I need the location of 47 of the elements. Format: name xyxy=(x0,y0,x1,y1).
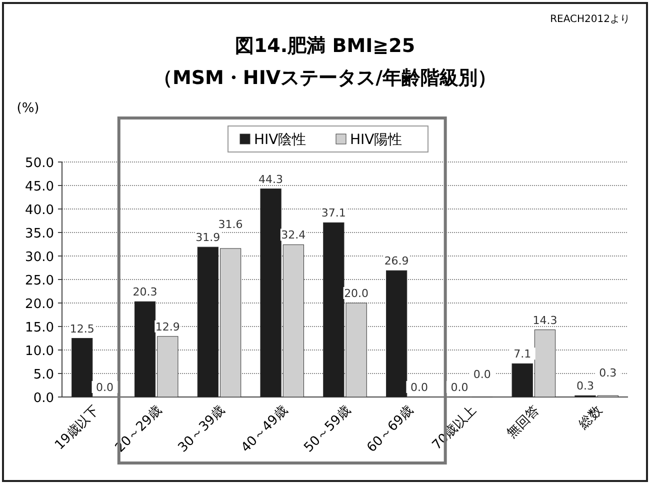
data-label: 0.0 xyxy=(410,381,428,394)
legend-label: HIV陽性 xyxy=(350,132,402,148)
data-label: 0.0 xyxy=(473,368,491,381)
data-label: 0.0 xyxy=(92,381,118,394)
data-label: 26.9 xyxy=(384,254,410,268)
data-label: 0.3 xyxy=(576,380,594,393)
y-tick-label: 30.0 xyxy=(25,250,54,265)
y-tick-label: 50.0 xyxy=(25,156,54,171)
y-tick-label: 40.0 xyxy=(25,203,54,218)
legend-label: HIV陰性 xyxy=(254,132,306,148)
data-label: 32.4 xyxy=(280,228,306,242)
data-label: 12.9 xyxy=(154,320,181,334)
data-label: 44.3 xyxy=(258,172,284,186)
x-tick-label: 40～49歳 xyxy=(238,403,291,456)
y-tick-label: 5.0 xyxy=(33,368,54,382)
x-tick-label: 総数 xyxy=(576,403,606,433)
data-label: 0.3 xyxy=(594,366,621,380)
data-label: 31.6 xyxy=(218,218,244,232)
data-label: 7.1 xyxy=(509,348,536,361)
y-tick-label: 20.0 xyxy=(25,297,54,312)
data-label: 7.1 xyxy=(514,348,532,361)
y-tick-label: 45.0 xyxy=(25,180,54,194)
chart-title: 図14.肥満 BMI≧25 xyxy=(234,35,416,57)
text: REACH2012より xyxy=(550,14,630,25)
data-label: 20.3 xyxy=(132,286,158,299)
y-tick-label: 0.0 xyxy=(33,391,54,406)
y-tick-label: 35.0 xyxy=(25,226,54,242)
data-label: 14.3 xyxy=(532,314,558,327)
y-axis-title: (%) xyxy=(16,101,40,116)
data-label: 0.3 xyxy=(572,380,598,393)
data-label: 12.5 xyxy=(69,322,96,336)
x-tick-label: 30～39歳 xyxy=(176,403,228,456)
data-label: 0.3 xyxy=(599,366,617,380)
data-label: 0.0 xyxy=(96,381,114,394)
data-label: 31.9 xyxy=(194,231,221,244)
x-tick-label: 無回答 xyxy=(504,403,542,442)
chart-subtitle: （MSM・HIVステータス/年齢階級別） xyxy=(153,67,497,89)
y-tick-label: 25.0 xyxy=(25,274,54,288)
y-tick-label: 10.0 xyxy=(25,344,54,359)
y-tick-label: 15.0 xyxy=(25,320,54,336)
data-label: 0.0 xyxy=(469,368,496,381)
x-tick-label: 50～59歳 xyxy=(301,403,354,456)
data-label: 0.0 xyxy=(450,381,468,394)
x-tick-label: 60～69歳 xyxy=(364,403,417,456)
x-tick-label: 19歳以下 xyxy=(52,403,102,454)
data-label: 37.1 xyxy=(320,206,347,220)
data-label: 20.0 xyxy=(343,287,370,300)
